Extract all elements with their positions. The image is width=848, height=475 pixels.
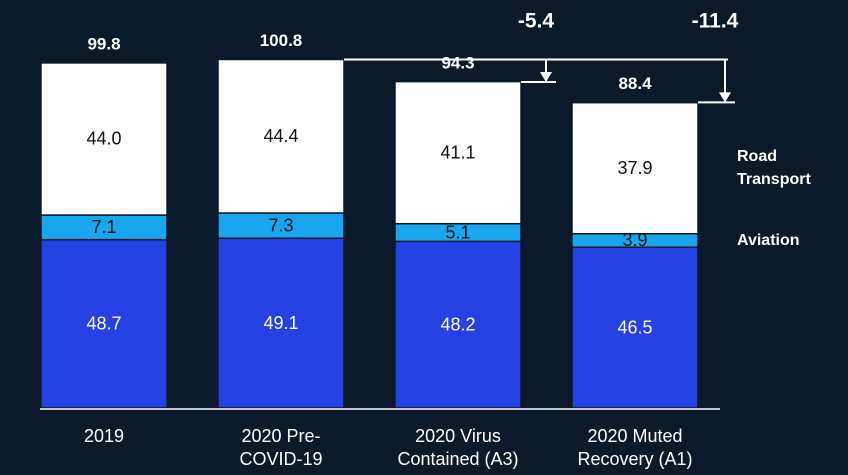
x-tick-label: 2020 Muted Recovery (A1) — [577, 426, 693, 469]
value-label: 44.0 — [86, 129, 121, 149]
bar-segment — [40, 214, 168, 241]
bar-segment — [40, 62, 168, 216]
value-label: 7.3 — [268, 215, 293, 235]
annotation: -5.4 — [518, 10, 555, 33]
value-label: 46.5 — [617, 317, 652, 337]
bar-segment — [40, 238, 168, 409]
bar-segment — [571, 246, 699, 409]
bar-segment — [394, 80, 522, 225]
value-label: 48.2 — [440, 314, 475, 334]
value-label: 5.1 — [445, 222, 470, 242]
total-bg — [609, 73, 661, 96]
arrow-head — [540, 71, 552, 82]
total-label: 94.3 — [441, 53, 474, 72]
value-label: 41.1 — [440, 142, 475, 162]
total-bg — [255, 30, 307, 53]
x-tick-label: 2019 — [83, 426, 125, 446]
total-bg — [78, 33, 130, 56]
value-label: 37.9 — [617, 158, 652, 178]
total-label: 99.8 — [87, 34, 120, 53]
x-tick-label: 2020 Pre-COVID-19 — [239, 426, 323, 469]
total-label: 100.8 — [260, 31, 303, 50]
legend-label: Aviation — [737, 231, 800, 249]
total-bg — [432, 52, 484, 75]
bar-segment — [217, 58, 345, 214]
value-label: 7.1 — [91, 217, 116, 237]
value-label: 48.7 — [86, 314, 121, 334]
annotation: -11.4 — [692, 10, 739, 33]
total-label: 88.4 — [618, 74, 652, 93]
value-label: 44.4 — [263, 126, 298, 146]
arrow-head — [719, 92, 731, 103]
value-label: 49.1 — [263, 313, 298, 333]
value-label: 3.9 — [622, 230, 647, 250]
bar-segment — [394, 240, 522, 409]
legend-label: Road Transport — [737, 148, 811, 189]
bar-segment — [217, 237, 345, 409]
x-tick-label: 2020 Virus Contained (A3) — [397, 426, 519, 469]
bar-segment — [571, 101, 699, 235]
